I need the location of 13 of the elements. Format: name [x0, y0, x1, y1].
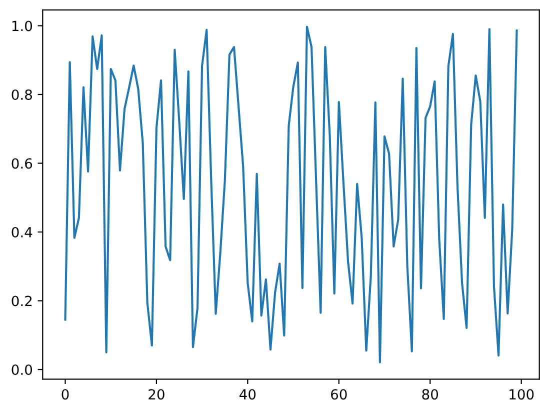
x-tick-label: 0 — [62, 389, 69, 400]
x-tick-label: 40 — [240, 389, 256, 400]
x-tick-label: 60 — [331, 389, 347, 400]
line-series — [64, 26, 518, 364]
y-tick-label: 0.4 — [12, 226, 32, 238]
y-tick-label: 0.0 — [12, 364, 32, 375]
y-tick-label: 1.0 — [12, 20, 32, 32]
y-tick-label: 0.2 — [12, 296, 32, 306]
x-tick-label: 80 — [422, 389, 438, 400]
y-tick-label: 0.8 — [12, 89, 32, 100]
y-tick-label: 0.6 — [12, 158, 32, 169]
x-tick-label: 100 — [510, 389, 534, 400]
x-tick-label: 20 — [148, 389, 164, 400]
